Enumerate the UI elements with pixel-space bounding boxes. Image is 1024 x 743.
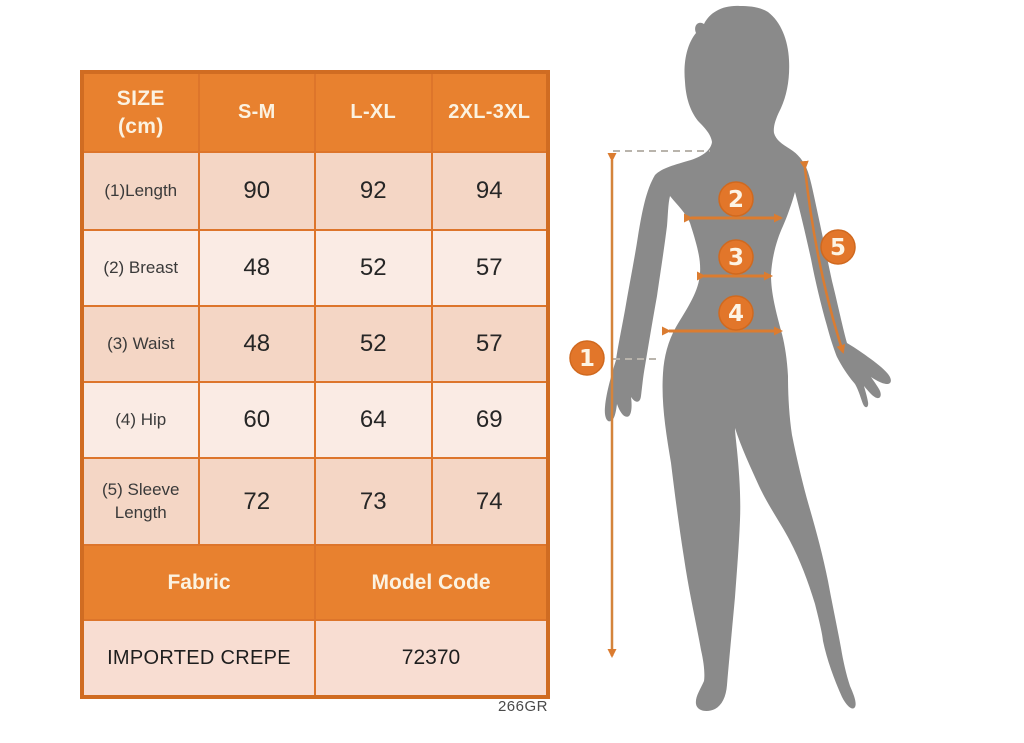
sleeve-value-2xl3xl: 74 — [430, 457, 549, 546]
size-header-line1: SIZE — [116, 87, 165, 111]
waist-value-2xl3xl: 57 — [430, 305, 549, 383]
hip-value-lxl: 64 — [314, 381, 433, 459]
badge-4-number: 4 — [728, 301, 744, 327]
hip-value-sm: 60 — [197, 381, 316, 459]
length-value-2xl3xl: 94 — [430, 151, 549, 231]
row-label-breast: (2) Breast — [81, 229, 200, 307]
badge-3-number: 3 — [728, 245, 744, 271]
badge-5: 5 — [820, 229, 856, 265]
row-label-sleeve-length: (5) Sleeve Length — [81, 457, 200, 546]
sleeve-value-lxl: 73 — [314, 457, 433, 546]
length-value-sm: 90 — [197, 151, 316, 231]
breast-value-sm: 48 — [197, 229, 316, 307]
badge-1-number: 1 — [579, 346, 595, 372]
measurement-diagram: 1 2 3 4 5 — [560, 0, 1024, 738]
waist-value-lxl: 52 — [314, 305, 433, 383]
image-code-caption: 266GR — [497, 698, 548, 715]
length-value-lxl: 92 — [314, 151, 433, 231]
sleeve-value-sm: 72 — [197, 457, 316, 546]
size-chart-table: SIZE (cm) S-M L-XL 2XL-3XL (1)Length 90 … — [80, 70, 550, 699]
row-label-hip: (4) Hip — [81, 381, 200, 459]
female-silhouette — [604, 5, 891, 712]
column-header-l-xl: L-XL — [314, 71, 433, 153]
badge-5-number: 5 — [830, 235, 846, 261]
table-row-waist: (3) Waist 48 52 57 — [81, 305, 549, 383]
badge-2-number: 2 — [728, 187, 744, 213]
size-cm-header-cell: SIZE (cm) — [81, 71, 200, 153]
row-label-length: (1)Length — [81, 151, 200, 231]
breast-value-2xl3xl: 57 — [430, 229, 549, 307]
model-code-value-cell: 72370 — [314, 619, 549, 698]
badge-3: 3 — [718, 239, 754, 275]
sleeve-measure-arrow — [799, 160, 846, 354]
column-header-s-m: S-M — [197, 71, 316, 153]
table-row-length: (1)Length 90 92 94 — [81, 151, 549, 231]
breast-value-lxl: 52 — [314, 229, 433, 307]
badge-2: 2 — [718, 181, 754, 217]
model-code-header-cell: Model Code — [314, 544, 549, 621]
waist-value-sm: 48 — [197, 305, 316, 383]
fabric-modelcode-header-row: Fabric Model Code — [81, 544, 549, 621]
column-header-2xl-3xl: 2XL-3XL — [430, 71, 549, 153]
table-row-hip: (4) Hip 60 64 69 — [81, 381, 549, 459]
badge-4: 4 — [718, 295, 754, 331]
fabric-value-cell: IMPORTED CREPE — [81, 619, 316, 698]
badge-1: 1 — [569, 340, 605, 376]
table-row-breast: (2) Breast 48 52 57 — [81, 229, 549, 307]
size-chart-header-row: SIZE (cm) S-M L-XL 2XL-3XL — [81, 71, 549, 153]
fabric-modelcode-value-row: IMPORTED CREPE 72370 — [81, 619, 549, 698]
table-row-sleeve-length: (5) Sleeve Length 72 73 74 — [81, 457, 549, 546]
hip-value-2xl3xl: 69 — [430, 381, 549, 459]
fabric-header-cell: Fabric — [81, 544, 316, 621]
size-header-line2: (cm) — [117, 114, 164, 138]
row-label-waist: (3) Waist — [81, 305, 200, 383]
